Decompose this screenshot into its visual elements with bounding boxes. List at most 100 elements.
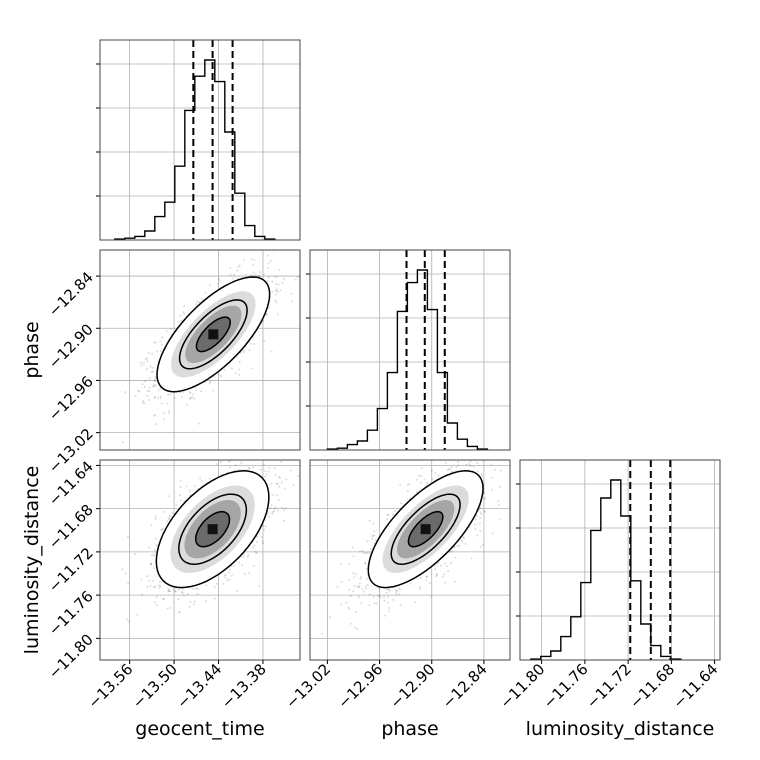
sample-point [230,367,233,370]
sample-point [361,549,364,552]
sample-point [430,595,433,598]
sample-point [271,290,274,293]
sample-point [154,377,157,380]
sample-point [479,452,481,454]
sample-point [366,583,369,586]
sample-point [273,507,276,510]
sample-point [283,519,286,522]
sample-point [417,474,420,477]
sample-point [148,352,151,355]
contour-line [367,470,484,589]
sample-point [187,593,190,596]
sample-point [242,349,245,352]
sample-point [148,579,151,582]
sample-point [252,564,255,567]
density-peak [208,329,219,340]
sample-point [462,536,465,539]
sample-point [446,469,449,472]
sample-point [193,600,196,603]
sample-point [153,397,156,400]
sample-point [204,381,207,384]
sample-point [263,528,266,531]
sample-point [419,481,422,484]
x-tick-label: −12.84 [439,660,491,712]
sample-point [147,546,150,549]
sample-point [455,466,458,469]
sample-point [142,400,145,403]
sample-point [146,585,149,588]
sample-point [481,544,484,547]
sample-point [267,470,270,473]
panel-frame [519,459,721,661]
sample-point [258,275,261,278]
density-peak [420,524,431,535]
sample-point [450,465,453,468]
sample-point [274,293,277,296]
sample-point [450,550,453,553]
sample-point [242,350,245,353]
sample-point [270,482,273,485]
x-tick-label: −13.56 [84,660,136,712]
sample-point [479,546,482,549]
density-peak [207,524,218,535]
sample-point [252,342,255,345]
sample-point [275,301,278,304]
sample-point [371,535,374,538]
sample-point [198,422,201,425]
sample-point [153,413,156,416]
sample-point [444,581,447,584]
sample-point [371,534,374,537]
sample-point [385,591,388,594]
sample-point [150,370,153,373]
sample-point [169,450,171,452]
sample-point [150,563,153,566]
histogram-luminosity_distance [530,479,682,660]
sample-point [512,458,514,460]
sample-point [377,587,380,590]
contour-line [178,493,248,565]
sample-point [216,462,219,465]
sample-point [509,456,511,458]
sample-point [182,311,185,314]
sample-point [226,579,229,582]
sample-point [250,258,253,261]
sample-point [365,567,368,570]
sample-point [179,486,182,489]
sample-point [280,506,283,509]
sample-point [373,541,376,544]
sample-point [431,478,434,481]
sample-point [155,604,158,607]
sample-point [484,497,487,500]
sample-point [189,397,192,400]
sample-point [232,565,235,568]
sample-point [167,495,170,498]
sample-point [166,402,169,405]
sample-point [181,591,184,594]
sample-point [475,514,478,517]
sample-point [339,562,342,565]
sample-point [264,475,267,478]
sample-point [278,485,281,488]
sample-point [153,600,156,603]
sample-point [227,571,230,574]
sample-point [258,274,261,277]
sample-point [383,595,386,598]
sample-point [352,555,355,558]
sample-point [152,554,155,557]
sample-point [364,585,367,588]
sample-point [228,466,231,469]
sample-point [163,418,166,421]
sample-point [280,481,283,484]
sample-point [373,602,376,605]
y-tick-label: −11.76 [45,587,97,639]
sample-point [469,465,472,468]
sample-point [256,535,259,538]
sample-point [255,456,257,458]
sample-point [228,578,231,581]
sample-point [214,597,217,600]
sample-point [434,471,437,474]
sample-point [352,572,355,575]
sample-point [366,540,369,543]
scatter-panel-phase-luminosity_distance [309,452,514,661]
sample-point [193,485,196,488]
